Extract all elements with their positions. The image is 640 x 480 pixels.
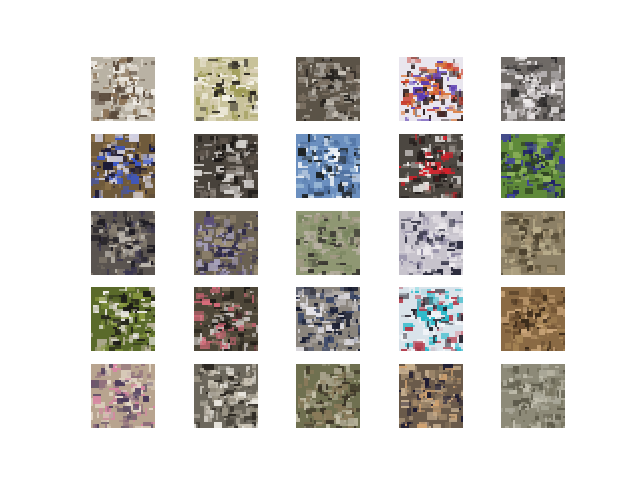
generated-sample-tile <box>399 211 463 275</box>
sample-image <box>194 287 258 351</box>
sample-image <box>296 364 360 428</box>
sample-image <box>501 211 565 275</box>
generated-sample-tile <box>194 287 258 351</box>
generated-sample-tile <box>91 287 155 351</box>
generated-sample-tile <box>296 57 360 121</box>
generated-sample-tile <box>399 287 463 351</box>
generated-sample-tile <box>296 287 360 351</box>
generated-sample-tile <box>91 57 155 121</box>
sample-image <box>399 211 463 275</box>
generated-sample-tile <box>399 364 463 428</box>
generated-sample-tile <box>501 287 565 351</box>
sample-image <box>91 57 155 121</box>
generated-sample-tile <box>296 364 360 428</box>
sample-image <box>91 364 155 428</box>
sample-image <box>501 57 565 121</box>
sample-image <box>399 364 463 428</box>
sample-image <box>501 134 565 198</box>
sample-image <box>501 364 565 428</box>
generated-sample-tile <box>91 364 155 428</box>
generated-sample-tile <box>399 57 463 121</box>
sample-image <box>91 287 155 351</box>
sample-image <box>399 57 463 121</box>
sample-image <box>91 211 155 275</box>
generated-sample-tile <box>296 134 360 198</box>
generated-sample-tile <box>501 211 565 275</box>
generated-sample-tile <box>91 211 155 275</box>
sample-image <box>399 134 463 198</box>
sample-image <box>91 134 155 198</box>
sample-image <box>501 287 565 351</box>
generated-sample-tile <box>501 364 565 428</box>
generated-sample-tile <box>501 57 565 121</box>
generated-sample-tile <box>194 211 258 275</box>
sample-image <box>194 57 258 121</box>
generated-sample-tile <box>399 134 463 198</box>
generated-sample-tile <box>91 134 155 198</box>
sample-image <box>194 134 258 198</box>
sample-image <box>296 134 360 198</box>
generated-sample-tile <box>194 134 258 198</box>
sample-image <box>296 211 360 275</box>
sample-image <box>296 57 360 121</box>
generated-sample-tile <box>194 364 258 428</box>
generated-sample-tile <box>501 134 565 198</box>
sample-image <box>399 287 463 351</box>
sample-image <box>296 287 360 351</box>
generated-sample-tile <box>194 57 258 121</box>
generated-sample-tile <box>296 211 360 275</box>
sample-image <box>194 211 258 275</box>
sample-image <box>194 364 258 428</box>
